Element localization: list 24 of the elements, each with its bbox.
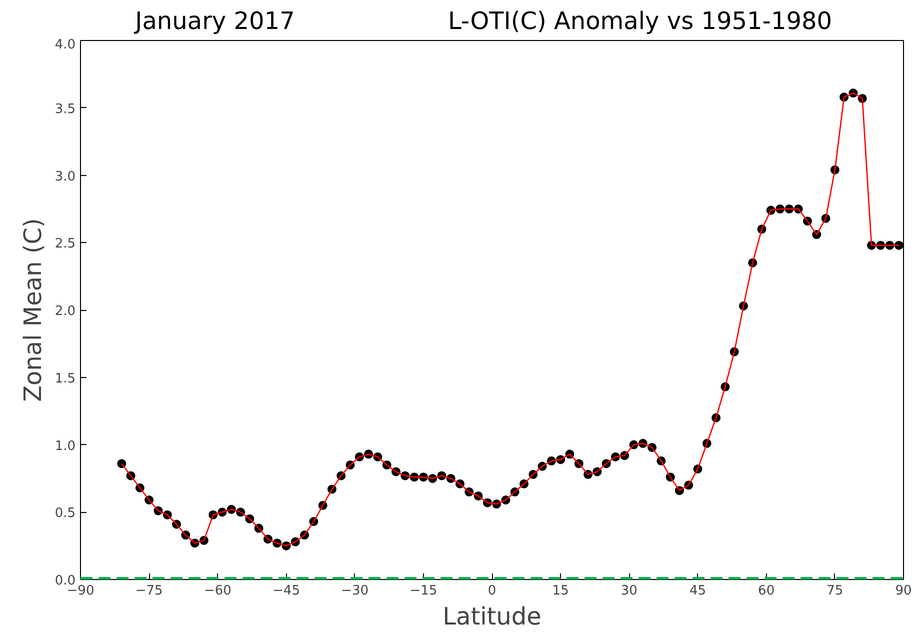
x-tick-label: 15	[552, 584, 569, 598]
chart-subtitle: L-OTI(C) Anomaly vs 1951-1980	[448, 6, 832, 37]
y-tick-label: 2.0	[54, 304, 76, 319]
chart-title: January 2017	[135, 6, 295, 37]
y-tick-label: 4.0	[54, 38, 76, 52]
x-tick-label: −60	[204, 584, 232, 598]
x-tick-label: 60	[758, 584, 775, 598]
x-axis-title: Latitude	[442, 602, 542, 630]
x-tick-label: −75	[135, 584, 163, 598]
y-tick-label: 0.5	[54, 506, 76, 522]
y-axis-title: Zonal Mean (C)	[18, 218, 47, 402]
x-tick-label: 45	[689, 584, 706, 598]
y-tick-label: 1.0	[54, 438, 76, 454]
x-tick-label: 75	[826, 584, 844, 598]
y-tick-label: 1.5	[54, 371, 76, 386]
x-tick-label: −45	[272, 584, 300, 598]
x-tick-label: 0	[488, 584, 496, 598]
y-tick-label: 2.5	[54, 236, 76, 252]
x-tick-label: −30	[341, 584, 369, 598]
x-tick-label: 30	[620, 584, 638, 598]
x-tick-label: −15	[410, 584, 438, 598]
y-tick-label: 3.0	[54, 169, 76, 184]
y-tick-label: 3.5	[54, 102, 76, 117]
x-tick-label: 90	[895, 584, 912, 598]
